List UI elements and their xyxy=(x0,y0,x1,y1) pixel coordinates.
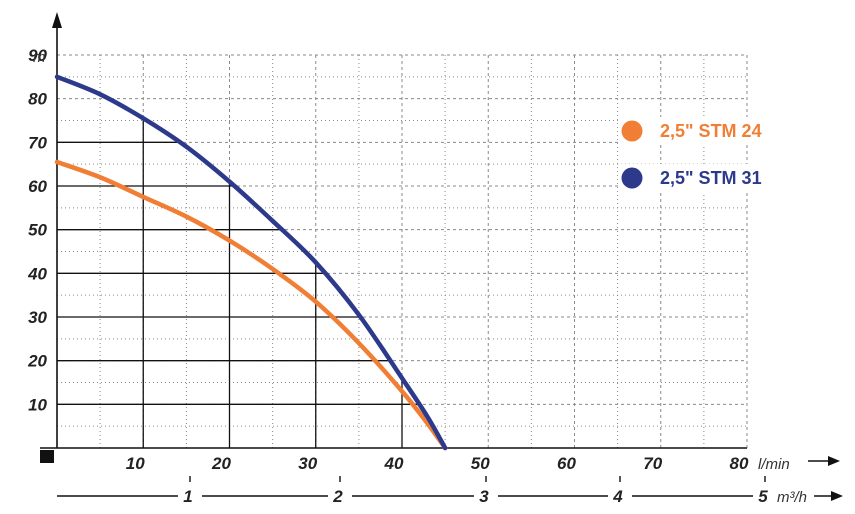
x-tick-label: 10 xyxy=(126,454,145,473)
y-tick-label: 20 xyxy=(27,352,47,371)
x-axis-unit: l/min xyxy=(758,456,790,473)
legend: 2,5" STM 24 2,5" STM 31 xyxy=(618,117,794,192)
secondary-unit-bg xyxy=(776,484,814,506)
solid-reference-grid xyxy=(57,118,420,448)
secondary-tick-bg xyxy=(178,486,202,504)
x-tick-label: 30 xyxy=(298,454,317,473)
secondary-x-tick-label: 2 xyxy=(332,487,343,506)
y-axis-unit: m xyxy=(33,49,46,66)
x-tick-label: 20 xyxy=(211,454,231,473)
secondary-tick-bg xyxy=(328,486,352,504)
secondary-axis-arrow xyxy=(831,491,843,501)
y-tick-label: 90 xyxy=(28,46,47,65)
secondary-x-tick-label: 4 xyxy=(612,487,623,506)
y-tick-label: 70 xyxy=(28,133,47,152)
legend-label: 2,5" STM 31 xyxy=(660,168,762,188)
y-tick-label: 40 xyxy=(27,264,47,283)
secondary-tick-bg xyxy=(753,486,777,504)
legend-label: 2,5" STM 24 xyxy=(660,121,762,141)
series-curve-stm24 xyxy=(54,159,448,451)
x-tick-label: 50 xyxy=(471,454,490,473)
x-tick-label: 40 xyxy=(384,454,404,473)
axes xyxy=(40,12,843,501)
y-tick-label: 30 xyxy=(28,308,47,327)
secondary-x-tick-label: 5 xyxy=(758,487,768,506)
series-curve-stm31 xyxy=(54,74,448,451)
series-curves xyxy=(54,74,448,451)
secondary-x-tick-label: 3 xyxy=(479,487,489,506)
y-tick-label: 60 xyxy=(28,177,47,196)
tick-labels: 10 20 30 40 50 60 70 80 90m 10 20 30 40 50 60 70 80 l/min… xyxy=(27,46,814,506)
secondary-x-tick-label: 1 xyxy=(183,487,192,506)
y-axis-arrow xyxy=(52,12,62,28)
x-tick-label: 70 xyxy=(643,454,662,473)
x-tick-label: 60 xyxy=(557,454,576,473)
legend-bg xyxy=(618,164,794,192)
y-tick-label: 80 xyxy=(28,90,47,109)
legend-marker xyxy=(621,120,643,142)
origin-marker xyxy=(40,450,54,463)
y-tick-label: 10 xyxy=(28,395,47,414)
x-axis-arrow xyxy=(828,456,840,466)
x-tick-label: 80 xyxy=(730,454,749,473)
legend-marker xyxy=(621,167,643,189)
secondary-tick-bg xyxy=(474,486,498,504)
y-tick-label: 50 xyxy=(28,221,47,240)
secondary-x-axis-unit: m³/h xyxy=(777,489,807,506)
legend-bg xyxy=(618,117,794,145)
secondary-tick-bg xyxy=(608,486,632,504)
